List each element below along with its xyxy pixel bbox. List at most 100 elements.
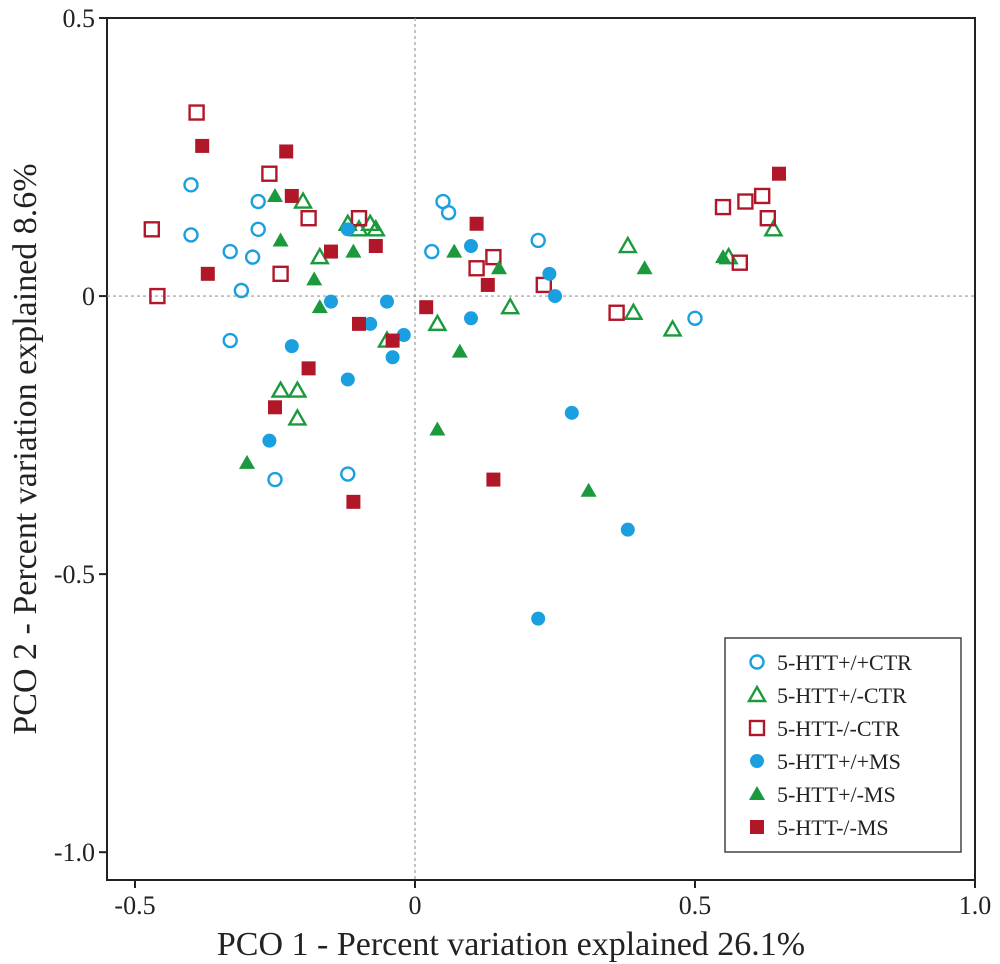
data-point (301, 361, 316, 376)
data-point (284, 188, 299, 203)
data-point (183, 227, 199, 243)
data-point (617, 235, 638, 254)
y-axis-label: PCO 2 - Percent variation explained 8.6% (7, 163, 44, 734)
data-point (623, 302, 644, 320)
data-point (149, 287, 166, 305)
data-point (385, 350, 400, 365)
legend-label: 5-HTT-/-CTR (777, 716, 900, 741)
y-tick-label: 0.5 (63, 4, 96, 33)
y-tick-label: -1.0 (54, 838, 95, 867)
legend: 5-HTT+/+CTR 5-HTT+/-CTR 5-HTT-/-CTR 5-HTT+/… (724, 637, 962, 853)
data-point (239, 454, 255, 469)
data-point (396, 327, 411, 342)
data-point (348, 218, 370, 237)
data-point (300, 210, 317, 227)
data-point (427, 313, 448, 332)
legend-box (724, 637, 962, 853)
data-point (440, 204, 457, 221)
x-tick-label: -0.5 (114, 891, 155, 920)
data-point (530, 232, 546, 249)
data-point (714, 198, 732, 216)
data-point (143, 221, 161, 238)
data-point (272, 265, 289, 283)
data-point (429, 421, 446, 436)
legend-marker (750, 754, 764, 768)
legend-label: 5-HTT-/-MS (777, 815, 889, 840)
data-point (564, 405, 579, 420)
data-point (270, 380, 291, 398)
y-tick-label: -0.5 (54, 560, 95, 589)
data-point (715, 249, 731, 264)
series-0 (183, 177, 703, 488)
series-2 (143, 104, 776, 321)
data-point (244, 249, 261, 265)
legend-marker (749, 654, 765, 670)
data-point (385, 333, 400, 348)
data-point (486, 472, 501, 487)
data-point (279, 144, 294, 159)
data-point (267, 187, 283, 202)
data-point (287, 380, 308, 398)
data-point (687, 310, 703, 327)
data-point (469, 216, 484, 231)
data-point (306, 271, 323, 286)
x-axis-label: PCO 1 - Percent variation explained 26.1… (217, 926, 805, 963)
data-point (365, 218, 386, 237)
series-4 (239, 187, 731, 497)
data-point (268, 400, 282, 415)
data-point (368, 239, 383, 254)
data-point (287, 407, 308, 426)
data-point (233, 282, 250, 299)
data-point (542, 266, 557, 281)
data-point (324, 294, 338, 309)
data-point (324, 244, 338, 259)
data-point (620, 522, 635, 537)
data-point (754, 187, 771, 205)
data-point (424, 243, 440, 260)
x-tick-label: 0.5 (679, 891, 712, 920)
data-point (548, 289, 562, 304)
legend-marker (749, 786, 765, 800)
axis-ticks: -0.5 0 0.5 1.0 0.5 0 -0.5 -1.0 (54, 4, 991, 920)
data-point (195, 138, 210, 153)
legend-label: 5-HTT+/-CTR (777, 683, 907, 708)
legend-marker (750, 820, 764, 834)
data-point (350, 210, 368, 227)
data-point (352, 316, 366, 331)
data-point (340, 466, 356, 482)
data-point (451, 343, 468, 358)
data-point (380, 294, 394, 309)
data-point (662, 319, 683, 337)
data-point (261, 165, 278, 182)
data-point (731, 254, 748, 271)
data-point (311, 299, 328, 314)
data-point (759, 210, 776, 227)
data-point (485, 248, 502, 266)
data-point (188, 104, 205, 121)
data-point (340, 372, 355, 387)
series-5 (195, 138, 786, 509)
legend-label: 5-HTT+/-MS (777, 782, 896, 807)
data-point (531, 611, 546, 626)
data-point (309, 246, 330, 265)
data-point (446, 243, 463, 258)
data-point (222, 243, 238, 260)
data-point (222, 332, 238, 349)
data-point (346, 494, 361, 509)
reference-lines (107, 18, 975, 880)
x-tick-label: 0 (409, 891, 422, 920)
data-point (272, 232, 289, 247)
data-point (183, 177, 199, 193)
data-point (500, 296, 521, 315)
data-point (262, 433, 277, 448)
data-point (340, 222, 355, 237)
data-point (284, 339, 299, 354)
data-point (464, 239, 478, 254)
data-points (143, 104, 786, 626)
legend-label: 5-HTT+/+CTR (777, 650, 912, 675)
data-point (345, 243, 362, 258)
data-point (464, 311, 478, 326)
data-point (580, 482, 597, 497)
plot-area (106, 17, 976, 881)
data-point (419, 300, 434, 315)
